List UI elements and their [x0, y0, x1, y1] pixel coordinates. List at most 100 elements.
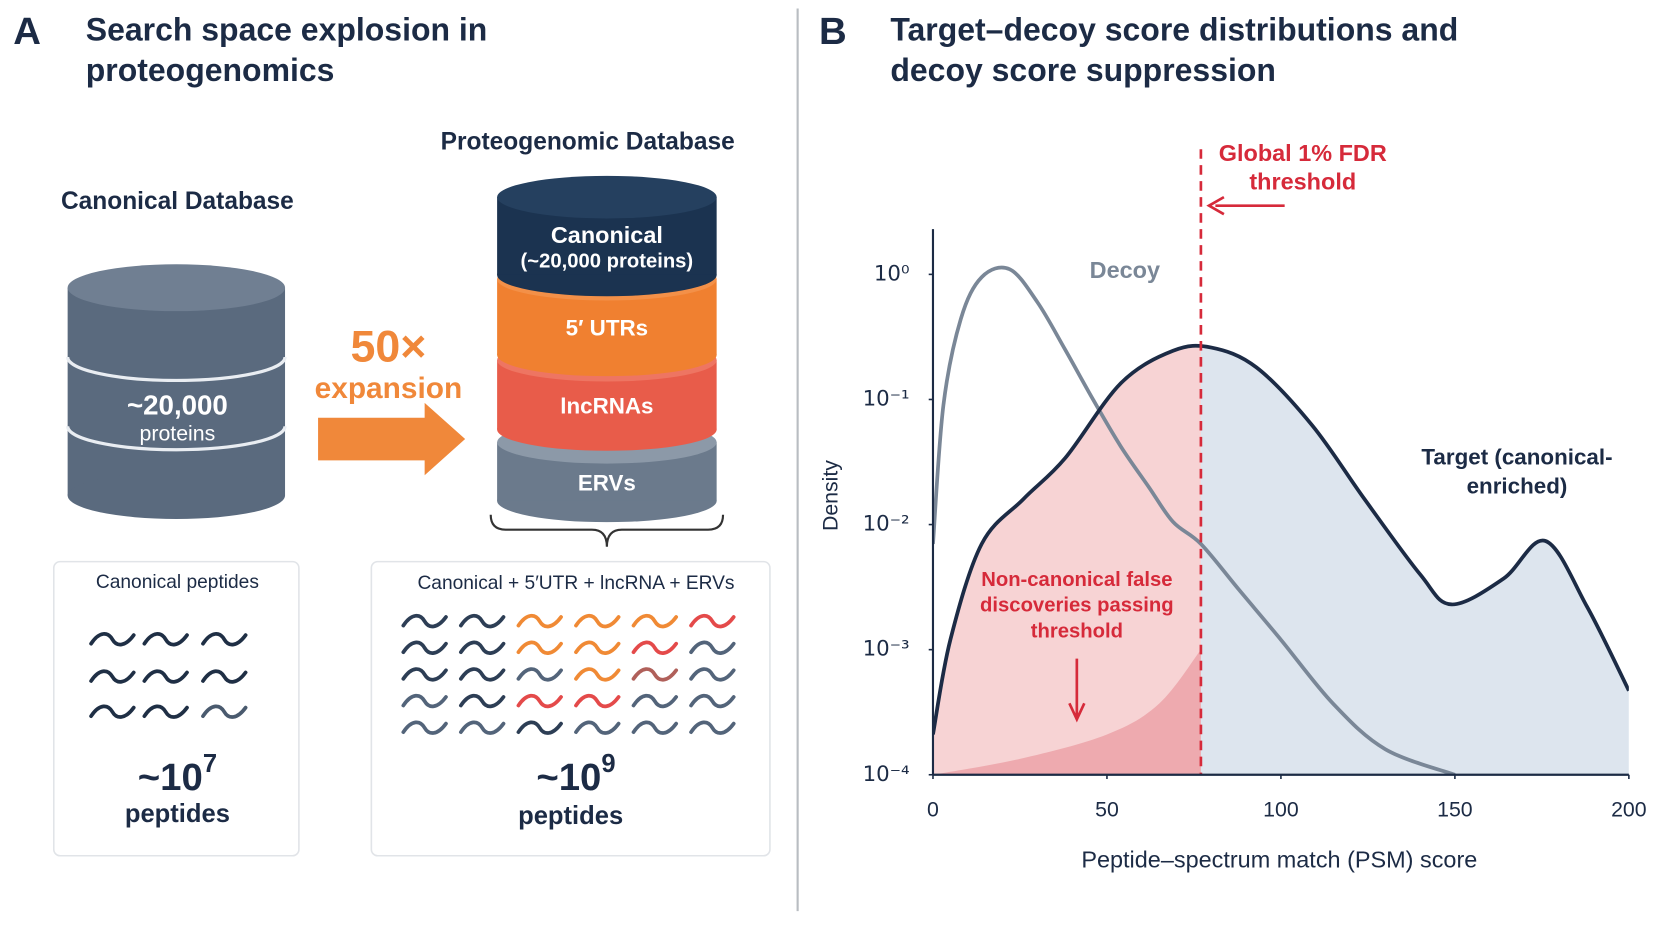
- cylinder-seam: [66, 356, 287, 452]
- area: [932, 649, 1201, 775]
- peptide-icon: [631, 720, 679, 735]
- annotation-box: Non-canonical false discoveries passing …: [980, 569, 1174, 643]
- peptide-unit: peptides: [125, 800, 230, 828]
- peptide-icon: [89, 704, 136, 719]
- peptide-icon: [689, 720, 736, 735]
- db-unit: proteins: [140, 421, 216, 445]
- peptide-icon: [631, 640, 679, 655]
- layer-label: 5′ UTRs: [566, 316, 648, 341]
- layer-label: lncRNAs: [560, 394, 653, 419]
- series-label-box: Decoy: [1089, 256, 1161, 284]
- box-title: Canonical + 5′UTR + lncRNA + ERVs: [417, 573, 734, 594]
- count-exponent: 9: [601, 750, 615, 778]
- peptide-icon: [142, 704, 189, 719]
- expansion-factor: 50×: [350, 321, 426, 371]
- peptide-icon: [401, 613, 448, 629]
- y-tick-label: 10⁻¹: [863, 386, 910, 411]
- title-box: Search space explosion in proteogenomics: [85, 12, 488, 89]
- peptide-unit: peptides: [518, 802, 623, 830]
- count-base: ~10: [536, 756, 601, 799]
- peptide-icon: [631, 693, 679, 709]
- layer-sublabel: (~20,000 proteins): [521, 251, 694, 273]
- peptide-icon: [459, 720, 506, 735]
- peptide-icon: [89, 632, 136, 647]
- peptide-icon: [201, 704, 248, 719]
- peptide-icon: [574, 640, 621, 655]
- x-tick-label: 200: [1611, 798, 1647, 822]
- cylinder-body: [67, 287, 286, 496]
- y-tick-label: 10⁻³: [863, 637, 910, 662]
- panel-a: A Search space explosion in proteogenomi…: [13, 10, 771, 857]
- y-axis-label: Density: [818, 460, 842, 531]
- peptide-icon: [689, 667, 736, 682]
- peptide-icon: [631, 613, 679, 629]
- x-tick-label: 50: [1095, 798, 1119, 822]
- box-title: Canonical peptides: [96, 572, 259, 593]
- peptide-icon: [401, 720, 448, 735]
- peptide-icon: [574, 667, 621, 682]
- peptide-icons: [89, 613, 736, 735]
- expansion-arrow: [318, 402, 466, 476]
- series-label: Decoy: [1089, 256, 1161, 284]
- peptide-icon: [459, 613, 506, 629]
- peptide-icon: [689, 693, 736, 709]
- expansion-label: expansion: [315, 372, 463, 405]
- x-tick-label: 100: [1263, 798, 1299, 822]
- peptide-icon: [574, 693, 621, 709]
- threshold-label: Global 1% FDR threshold: [1218, 139, 1387, 196]
- peptide-icon: [516, 720, 563, 735]
- peptide-icon: [142, 632, 189, 647]
- count-base: ~10: [138, 756, 203, 799]
- layer-label: Canonical: [551, 222, 663, 248]
- peptide-icon: [574, 613, 621, 629]
- series-label-box: Target (canonical-enriched): [1421, 445, 1613, 499]
- layer-top: [497, 175, 717, 219]
- peptide-icon: [689, 613, 736, 629]
- peptide-icon: [142, 669, 189, 684]
- peptide-icon: [201, 632, 248, 647]
- area-above-threshold: [1200, 346, 1629, 775]
- annotation: Non-canonical false discoveries passing …: [980, 569, 1174, 643]
- peptide-box: [52, 560, 300, 857]
- db-count: ~20,000: [127, 389, 228, 420]
- plot: 10⁻⁴ 10⁻³ 10⁻² 10⁻¹ 10⁰ 0 50 100 150 200: [863, 149, 1647, 822]
- cylinder-top: [67, 264, 286, 312]
- line: [932, 265, 1456, 775]
- db-title: Canonical Database: [61, 188, 294, 215]
- cylinder-base: [67, 472, 286, 519]
- series-label: Target (canonical-enriched): [1421, 445, 1613, 499]
- y-tick-label: 10⁻²: [863, 512, 910, 537]
- peptide-icon: [516, 693, 563, 709]
- peptide-icon: [401, 640, 448, 655]
- peptide-icon: [516, 640, 563, 655]
- peptide-icon: [689, 640, 736, 655]
- peptide-icon: [516, 613, 563, 629]
- db-stack: Canonical (~20,000 proteins) 5′ UTRs lncRNA…: [497, 175, 717, 523]
- area-below-threshold: [932, 345, 1201, 775]
- plot-area: [932, 265, 1629, 775]
- threshold-arrow: [1206, 195, 1285, 216]
- panel-title: Search space explosion in proteogenomics: [85, 12, 488, 89]
- panel-b: B Target–decoy score distributions and d…: [818, 10, 1647, 872]
- annotation-arrow: [1068, 658, 1086, 723]
- peptide-count: ~109: [536, 750, 615, 799]
- threshold-label-box: Global 1% FDR threshold: [1218, 139, 1387, 196]
- peptide-icon: [631, 667, 679, 682]
- line: [932, 343, 1629, 735]
- peptide-icon: [89, 669, 136, 684]
- title-box: Target–decoy score distributions and dec…: [890, 12, 1459, 89]
- layer-label: ERVs: [578, 470, 636, 495]
- count-exponent: 7: [203, 750, 217, 778]
- peptide-icon: [459, 667, 506, 682]
- chart-title: Target–decoy score distributions and dec…: [890, 12, 1459, 89]
- db-title: Proteogenomic Database: [441, 128, 735, 155]
- peptide-box: [370, 560, 771, 857]
- peptide-count: ~107: [138, 750, 217, 799]
- peptide-icon: [459, 693, 506, 709]
- x-tick-label: 0: [927, 798, 939, 822]
- x-axis-label: Peptide–spectrum match (PSM) score: [1081, 846, 1477, 872]
- peptide-icon: [201, 669, 248, 684]
- peptide-icon: [574, 720, 621, 735]
- panel-label: B: [819, 10, 847, 53]
